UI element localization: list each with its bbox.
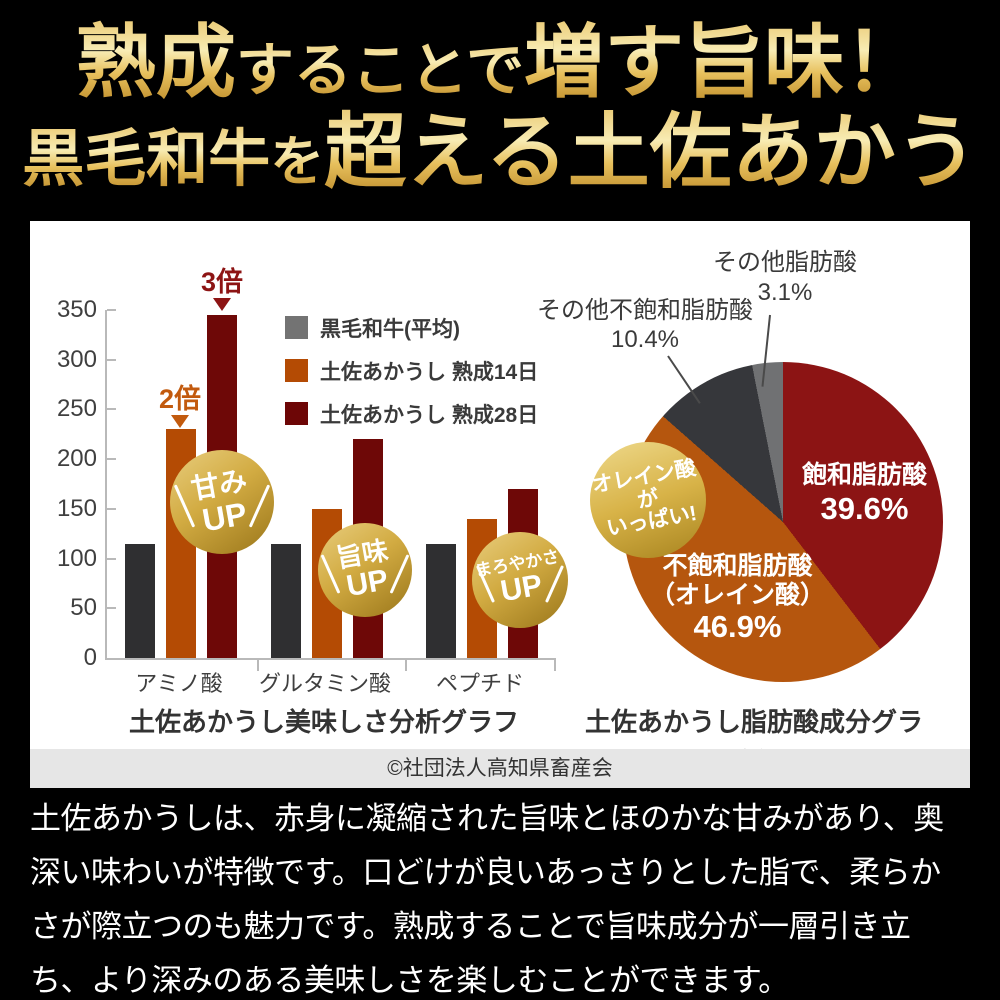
y-axis-label: 200	[56, 445, 97, 473]
legend-label: 土佐あかうし 熟成14日	[320, 360, 539, 384]
x-axis-tick	[405, 658, 407, 671]
badge-oleic-acid: オレイン酸が いっぱい!	[590, 442, 706, 558]
legend-item: 土佐あかうし 熟成28日	[285, 402, 538, 427]
y-axis-tick	[107, 408, 116, 411]
bar-chart-legend: 黒毛和牛(平均) 土佐あかうし 熟成14日 土佐あかうし 熟成28日	[285, 316, 538, 445]
category-label: アミノ酸	[135, 671, 223, 696]
badge-maroyaka-up: まろやかさ UP	[472, 532, 568, 628]
header-title-segment: 黒毛和牛	[22, 122, 271, 195]
pie-label-other-unsaturated: その他不飽和脂肪酸 10.4%	[530, 296, 760, 354]
header-title-segment: することで	[235, 36, 525, 104]
bar-s0-c0	[125, 544, 155, 658]
header-line-1: 熟成することで増す旨味！	[0, 8, 1000, 139]
y-axis-tick	[107, 358, 116, 361]
pie-label-saturated-name: 飽和脂肪酸	[801, 461, 927, 489]
y-axis-tick	[107, 557, 116, 560]
badge-amami-line2: UP	[199, 495, 250, 539]
pie-chart-caption: 土佐あかうし脂肪酸成分グラフ	[584, 707, 923, 774]
header-title-segment: 熟成	[75, 15, 236, 109]
description-paragraph: 土佐あかうしは、赤身に凝縮された旨味とほのかな甘みがあり、奥深い味わいが特徴です…	[30, 801, 944, 998]
y-axis-label: 300	[56, 345, 97, 373]
pie-label-other-fat: その他脂肪酸 3.1%	[685, 248, 885, 308]
pie-label-unsaturated-name: 不飽和脂肪酸	[662, 552, 813, 580]
pie-label-other-unsaturated-name: その他不飽和脂肪酸	[537, 297, 753, 324]
badge-umami-up: 旨味 UP	[318, 523, 412, 617]
category-label: ペプチド	[435, 671, 524, 696]
copyright-credit: ©社団法人高知県畜産会	[30, 749, 970, 788]
x-axis-tick	[257, 658, 259, 671]
legend-label: 土佐あかうし 熟成28日	[320, 403, 539, 427]
pie-label-unsaturated: 不飽和脂肪酸 （オレイン酸） 46.9%	[640, 552, 835, 644]
legend-swatch	[285, 402, 308, 425]
annotation-2x-label: 2倍	[158, 384, 202, 414]
y-axis-tick	[107, 607, 116, 610]
pie-label-saturated-pct: 39.6%	[820, 491, 909, 526]
y-axis-tick	[107, 309, 116, 311]
pie-label-unsaturated-sub: （オレイン酸）	[649, 581, 825, 609]
down-arrow-icon	[213, 298, 231, 311]
category-label: グルタミン酸	[258, 671, 391, 696]
annotation-3x: 3倍	[172, 268, 272, 311]
bar-chart-y-axis: 0 50 100 150 200 250 300 350	[40, 296, 97, 671]
legend-label: 黒毛和牛(平均)	[320, 317, 460, 341]
down-arrow-icon	[171, 415, 189, 428]
badge-umami-line2: UP	[343, 563, 391, 604]
header-title-segment: 増す旨味！	[524, 15, 925, 109]
y-axis-label: 350	[56, 296, 97, 323]
badge-maroyaka-line2: UP	[498, 568, 545, 609]
pie-label-other-fat-name: その他脂肪酸	[713, 249, 857, 276]
legend-swatch	[285, 316, 308, 339]
annotation-2x: 2倍	[130, 385, 230, 428]
annotation-3x-label: 3倍	[200, 267, 244, 297]
pie-label-other-fat-pct: 3.1%	[757, 279, 813, 306]
y-axis-label: 250	[56, 395, 97, 423]
legend-swatch	[285, 359, 308, 382]
legend-item: 土佐あかうし 熟成14日	[285, 359, 538, 384]
y-axis-label: 0	[83, 644, 97, 671]
y-axis-label: 100	[56, 544, 97, 572]
bar-s0-c1	[271, 544, 301, 658]
header-title-segment: を	[270, 129, 325, 193]
legend-item: 黒毛和牛(平均)	[285, 316, 538, 341]
y-axis-label: 150	[56, 494, 97, 522]
pie-label-saturated: 飽和脂肪酸 39.6%	[772, 458, 957, 526]
x-axis-tick	[554, 658, 556, 671]
badge-amami-up: 甘み UP	[170, 450, 274, 554]
y-axis-tick	[107, 507, 116, 510]
y-axis-label: 50	[70, 594, 97, 622]
y-axis-tick	[107, 458, 116, 461]
pie-label-other-unsaturated-pct: 10.4%	[610, 326, 680, 353]
header-line-2: 黒毛和牛を超える土佐あかうし	[0, 100, 1000, 354]
bar-chart-caption: 土佐あかうし美味しさ分析グラフ	[128, 707, 519, 737]
pie-label-unsaturated-pct: 46.9%	[693, 609, 782, 644]
bar-s0-c2	[426, 544, 456, 658]
